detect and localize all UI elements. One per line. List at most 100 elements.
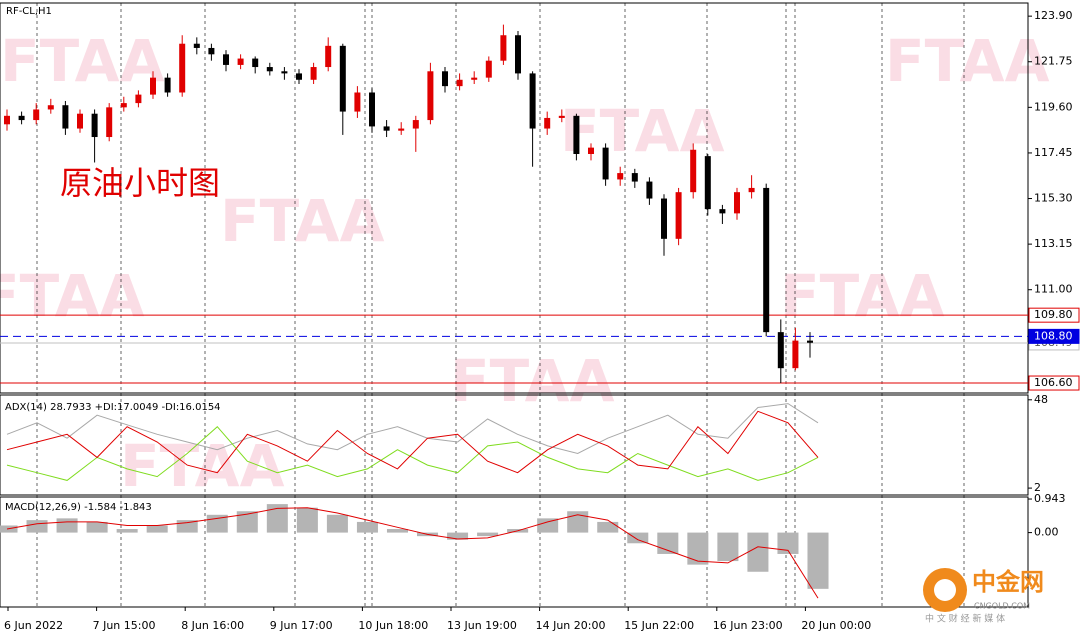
candle-body	[193, 43, 200, 48]
candle-body	[47, 105, 54, 110]
candle-body	[529, 73, 536, 129]
y-tick-label: 0.00	[1034, 526, 1059, 539]
indicator-line	[6, 410, 819, 474]
candle-body	[106, 107, 113, 138]
panel-frame	[0, 496, 1029, 608]
candle-body	[150, 77, 156, 95]
x-tick-label: 10 Jun 18:00	[358, 619, 428, 632]
candle-body	[558, 115, 565, 118]
histogram-bar	[356, 521, 378, 533]
logo: 中金网 CNGOLD.COM 中 文 财 经 新 媒 体	[923, 568, 1044, 625]
candle-body	[33, 109, 40, 121]
candle-body	[281, 71, 288, 74]
level-label-box	[1028, 307, 1080, 323]
candle-body	[763, 187, 770, 333]
watermark: FTAA	[0, 27, 165, 95]
histogram-bar	[807, 532, 829, 589]
candle-body	[471, 77, 478, 80]
candle-body	[237, 58, 244, 65]
panel-title: ADX(14) 28.7933 +DI:17.0049 -DI:16.0154	[5, 402, 221, 413]
candle-body	[4, 115, 10, 125]
candle-body	[515, 35, 521, 74]
histogram-bar	[56, 518, 78, 533]
candle-body	[91, 113, 98, 138]
candle-body	[252, 58, 259, 68]
annotation: 原油小时图	[60, 164, 220, 202]
x-tick-label: 6 Jun 2022	[4, 619, 63, 632]
x-tick-label: 14 Jun 20:00	[536, 619, 606, 632]
y-tick-label: 123.90	[1034, 9, 1073, 22]
y-tick-label: 2	[1034, 481, 1041, 494]
watermark: FTAA	[0, 262, 145, 330]
candle-body	[631, 173, 638, 182]
candle-body	[777, 332, 784, 369]
candle-body	[661, 198, 667, 239]
candle-body	[179, 43, 186, 93]
panel-frame	[0, 394, 1029, 496]
histogram-bar	[777, 532, 799, 554]
histogram-bar	[477, 532, 499, 537]
histogram-bar	[537, 518, 559, 533]
candle-body	[369, 92, 375, 127]
candle-body	[807, 340, 813, 343]
candle-body	[617, 173, 624, 180]
candle-body	[646, 181, 653, 199]
histogram-bar	[326, 514, 348, 533]
indicator-line	[6, 425, 819, 481]
candle-body	[398, 128, 405, 131]
watermark: FTAA	[120, 432, 285, 500]
histogram-bar	[747, 532, 769, 572]
histogram-bar	[627, 532, 649, 544]
histogram-bar	[447, 532, 469, 540]
candle-body	[500, 35, 507, 61]
y-tick-label: 0.943	[1034, 492, 1066, 505]
watermark: FTAA	[220, 187, 385, 255]
histogram-bar	[86, 521, 108, 533]
candle-body	[223, 54, 229, 65]
candle-body	[266, 67, 273, 72]
candle-body	[412, 120, 419, 129]
candle-body	[120, 103, 127, 108]
x-tick-label: 7 Jun 15:00	[93, 619, 156, 632]
watermark: FTAA	[885, 27, 1050, 95]
histogram-bar	[386, 529, 408, 533]
logo-slogan: 中 文 财 经 新 媒 体	[925, 613, 1005, 625]
candle-body	[62, 105, 69, 129]
symbol: RF-CL,H1	[6, 6, 52, 17]
signal-line	[6, 507, 819, 599]
logo-name: 中金网	[972, 568, 1044, 596]
candle-body	[427, 71, 434, 121]
level-label: 106.60	[1034, 376, 1073, 389]
candle-body	[719, 209, 726, 214]
y-tick-label: 121.75	[1034, 55, 1073, 68]
watermark: FTAA	[450, 347, 615, 415]
candle-body	[734, 192, 740, 214]
candle-body	[485, 60, 492, 78]
candle-body	[325, 45, 332, 68]
candle-body	[208, 47, 215, 55]
y-tick-label: 119.60	[1034, 100, 1073, 113]
logo-site: CNGOLD.COM	[974, 602, 1030, 611]
x-tick-label: 9 Jun 17:00	[270, 619, 333, 632]
candle-body	[573, 115, 580, 154]
candle-body	[310, 67, 317, 80]
logo-icon	[934, 579, 956, 601]
candle-body	[354, 92, 361, 112]
histogram-bar	[687, 532, 709, 565]
candle-body	[383, 126, 390, 131]
candle-body	[544, 117, 551, 129]
y-tick-label: 117.45	[1034, 146, 1073, 159]
candle-body	[164, 77, 171, 93]
candle-body	[690, 149, 697, 193]
candle-body	[792, 340, 799, 369]
x-tick-label: 16 Jun 23:00	[713, 619, 783, 632]
x-tick-label: 13 Jun 19:00	[447, 619, 517, 632]
panel-frame	[0, 2, 1029, 394]
candle-body	[18, 115, 25, 121]
candle-body	[748, 187, 755, 193]
level-label-box	[1028, 328, 1080, 344]
y-tick-label: 113.15	[1034, 237, 1073, 250]
histogram-bar	[146, 525, 168, 533]
candle-body	[675, 192, 682, 239]
